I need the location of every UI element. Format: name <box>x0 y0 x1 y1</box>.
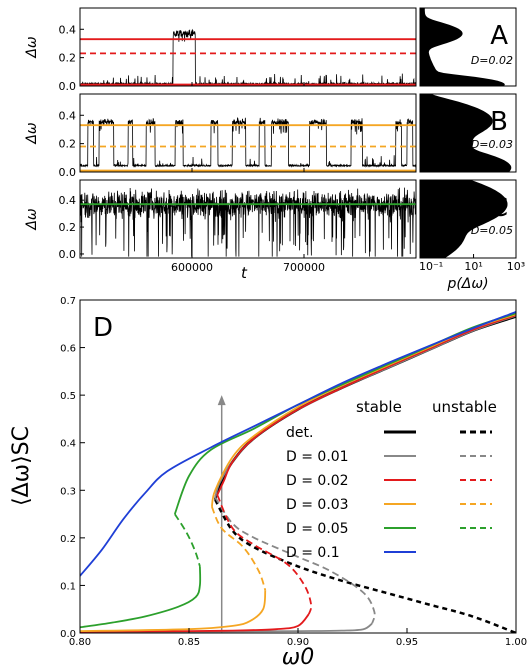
panel-a-label: A <box>490 21 508 51</box>
panel-a-frame <box>79 7 417 87</box>
hist-b-frame <box>419 93 517 173</box>
panel-d-plot <box>80 311 516 633</box>
panel-d-ytick-label: 0.0 <box>60 629 76 640</box>
panel-d-ytick-label: 0.6 <box>60 344 76 355</box>
histogram-xtick-label: 10¹ <box>464 260 482 273</box>
panel-d-arrow-head <box>217 395 226 406</box>
panel-c-xtick-label: 700000 <box>283 261 325 274</box>
panel-c-frame <box>79 179 417 259</box>
panel-d-legend: stable unstable det. D = 0.01 D = 0.02 D = … <box>286 398 497 561</box>
panel-c-histogram <box>420 180 508 258</box>
histogram-xlabel: p(Δω) <box>446 276 488 292</box>
legend-label: D = 0.05 <box>286 521 349 537</box>
series-d003-stable-lower <box>80 590 267 632</box>
legend-header-unstable: unstable <box>432 398 497 416</box>
panel-a-ytick-label: 0.0 <box>59 80 77 93</box>
series-d002-unstable <box>216 494 313 615</box>
series-d003-unstable <box>211 506 267 591</box>
panel-d-xtick-label: 0.90 <box>287 637 309 648</box>
panel-d-ylabel: ⟨Δω⟩SC <box>9 426 34 506</box>
series-d001-unstable <box>214 496 376 624</box>
panel-b-trace <box>80 117 416 168</box>
histogram-b-density <box>420 94 512 172</box>
panel-b-histogram <box>420 94 512 172</box>
panel-d-xtick-label: 0.95 <box>396 637 418 648</box>
histogram-a-density <box>420 8 505 86</box>
panel-c-ytick-label: 0.4 <box>59 194 77 207</box>
panel-a-noise-label: D=0.02 <box>471 54 513 67</box>
legend-label: D = 0.01 <box>286 449 349 465</box>
series-d01-stable-upper <box>80 311 516 577</box>
panel-a-timeseries <box>80 28 416 86</box>
panel-b-label: B <box>490 107 508 137</box>
panel-b-frame <box>79 93 417 173</box>
panel-d-ytick-label: 0.2 <box>60 534 76 545</box>
legend-label: det. <box>286 425 313 441</box>
panel-c-ytick-label: 0.0 <box>59 248 77 261</box>
series-d005-unstable <box>174 513 201 567</box>
panel-d-ytick-label: 0.3 <box>60 486 76 497</box>
legend-label: D = 0.02 <box>286 473 349 489</box>
panel-c-ytick-label: 0.2 <box>59 221 77 234</box>
series-det-unstable <box>214 499 516 633</box>
panel-b-ytick-label: 0.0 <box>59 166 77 179</box>
legend-label: D = 0.03 <box>286 497 349 513</box>
histogram-xtick-label: 10⁻¹ <box>419 260 443 273</box>
panel-d-xtick-label: 1.00 <box>505 637 527 648</box>
series-d002-stable-upper <box>216 314 516 496</box>
histogram-xtick-label: 10³ <box>507 260 525 273</box>
panel-b-timeseries <box>80 117 416 172</box>
panel-a-histogram <box>420 8 505 86</box>
panel-d-ytick-label: 0.1 <box>60 581 76 592</box>
panel-d-ytick-label: 0.4 <box>60 439 76 450</box>
panel-b-ytick-label: 0.4 <box>59 109 77 122</box>
panel-c-label: C <box>490 193 508 223</box>
hist-c-frame <box>419 179 517 259</box>
panel-b-noise-label: D=0.03 <box>471 138 513 151</box>
panel-c-timeseries <box>80 187 416 257</box>
legend-header-stable: stable <box>356 398 402 416</box>
panel-d-xtick-label: 0.85 <box>178 637 200 648</box>
panel-d-axes: 0.80 0.85 0.90 0.95 1.00 0.0 0.1 0.2 0.3 0.4 0.5 0.… <box>60 296 527 648</box>
series-d002-stable-lower <box>80 613 310 633</box>
series-d005-stable-lower <box>80 566 202 629</box>
panel-d-frame <box>79 299 517 634</box>
panel-c-trace <box>80 187 416 257</box>
panel-c-noise-label: D=0.05 <box>471 224 513 237</box>
panel-d-ytick-label: 0.5 <box>60 391 76 402</box>
panel-a-trace <box>80 28 416 86</box>
panel-d-xtick-label: 0.80 <box>69 637 91 648</box>
top-axes: 0.0 0.2 0.4 0.0 0.2 0.4 0.0 0.2 0.4 600000 700000 1… <box>59 23 526 274</box>
legend-label: D = 0.1 <box>286 545 340 561</box>
histogram-c-density <box>420 180 508 258</box>
hist-a-frame <box>419 7 517 87</box>
panel-c-ylabel: Δω <box>24 208 40 231</box>
panel-b-ylabel: Δω <box>24 122 40 145</box>
panel-a-ytick-label: 0.4 <box>59 23 77 36</box>
panel-b-ytick-label: 0.2 <box>59 138 77 151</box>
panel-d-xlabel: ω0 <box>282 645 314 668</box>
panel-d-label: D <box>93 313 113 343</box>
panel-d-ytick-label: 0.7 <box>60 296 76 307</box>
panel-c-xtick-label: 600000 <box>171 261 213 274</box>
panel-a-ytick-label: 0.2 <box>59 52 77 65</box>
panel-c-xlabel: t <box>241 264 248 282</box>
panel-a-ylabel: Δω <box>24 36 40 59</box>
